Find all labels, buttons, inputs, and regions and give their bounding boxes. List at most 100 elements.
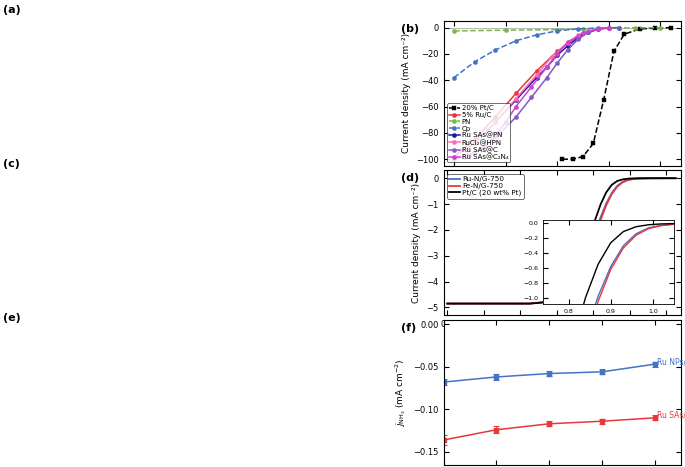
Y-axis label: Current density (mA cm⁻²): Current density (mA cm⁻²) bbox=[401, 33, 410, 154]
Ru-N/G-750 bbox=[516, 301, 525, 306]
Ru SAs@PN bbox=[564, 43, 572, 49]
Ru-N/G-750 bbox=[653, 176, 662, 181]
Fe-N/G-750 bbox=[586, 248, 594, 254]
Ru SAs@C bbox=[512, 114, 520, 120]
Ru SAs@PN bbox=[512, 97, 520, 103]
Fe-N/G-750 bbox=[608, 191, 616, 197]
Fe-N/G-750 bbox=[544, 299, 552, 304]
20% Pt/C bbox=[610, 49, 618, 54]
PN bbox=[579, 26, 587, 32]
Ru-N/G-750 bbox=[575, 271, 583, 276]
Text: (a): (a) bbox=[3, 5, 21, 14]
Ru-N/G-750 bbox=[553, 296, 561, 301]
PN bbox=[553, 27, 561, 32]
Line: RuCl₂@HPN: RuCl₂@HPN bbox=[452, 26, 611, 159]
20% Pt/C bbox=[651, 25, 660, 31]
Ru SAs@C₂N₄ bbox=[605, 25, 613, 30]
Legend: 20% Pt/C, 5% Ru/C, PN, Cp, Ru SAs@PN, RuCl₂@HPN, Ru SAs@C, Ru SAs@C₂N₄: 20% Pt/C, 5% Ru/C, PN, Cp, Ru SAs@PN, Ru… bbox=[447, 103, 510, 163]
Pt/C (20 wt% Pt) bbox=[544, 299, 552, 304]
RuCl₂@HPN bbox=[584, 28, 593, 34]
Ru-N/G-750 bbox=[613, 183, 621, 189]
Ru SAs@C bbox=[465, 152, 473, 158]
Ru SAs@C bbox=[605, 25, 613, 30]
Pt/C (20 wt% Pt) bbox=[630, 176, 638, 181]
Ru SAs@PN bbox=[605, 25, 613, 30]
Cp bbox=[595, 25, 603, 31]
Ru-N/G-750 bbox=[635, 176, 643, 181]
Ru SAs@C₂N₄ bbox=[527, 84, 536, 90]
Fe-N/G-750 bbox=[534, 300, 543, 305]
Fe-N/G-750 bbox=[662, 176, 671, 181]
Fe-N/G-750 bbox=[516, 301, 525, 306]
PN bbox=[630, 25, 638, 31]
Cp bbox=[450, 75, 458, 80]
Ru SAs@PN bbox=[543, 64, 551, 70]
Pt/C (20 wt% Pt) bbox=[443, 301, 451, 306]
5% Ru/C bbox=[512, 91, 520, 96]
Fe-N/G-750 bbox=[452, 301, 460, 306]
Ru SAs@C₂N₄ bbox=[501, 120, 510, 125]
Cp bbox=[491, 47, 499, 53]
20% Pt/C bbox=[569, 156, 577, 162]
5% Ru/C bbox=[532, 68, 540, 74]
Fe-N/G-750 bbox=[644, 176, 652, 181]
Pt/C (20 wt% Pt) bbox=[635, 176, 643, 181]
Line: 20% Pt/C: 20% Pt/C bbox=[560, 26, 673, 161]
5% Ru/C bbox=[471, 137, 479, 142]
Ru SAs@PN bbox=[491, 120, 499, 125]
Ru-N/G-750 bbox=[608, 191, 616, 196]
Pt/C (20 wt% Pt) bbox=[462, 301, 470, 306]
Cp bbox=[574, 26, 582, 32]
Line: Ru SAs@C₂N₄: Ru SAs@C₂N₄ bbox=[452, 26, 611, 161]
Fe-N/G-750 bbox=[507, 301, 515, 306]
Fe-N/G-750 bbox=[498, 301, 506, 306]
PN bbox=[501, 28, 510, 33]
Pt/C (20 wt% Pt) bbox=[602, 190, 610, 195]
Text: Ru SAs/N-C: Ru SAs/N-C bbox=[658, 411, 685, 420]
Ru SAs@PN bbox=[574, 35, 582, 41]
Fe-N/G-750 bbox=[580, 262, 588, 268]
Pt/C (20 wt% Pt) bbox=[619, 177, 627, 182]
Fe-N/G-750 bbox=[619, 179, 627, 185]
Line: PN: PN bbox=[452, 26, 662, 33]
Ru SAs@C bbox=[553, 60, 561, 66]
Ru SAs@C₂N₄ bbox=[471, 150, 479, 156]
Pt/C (20 wt% Pt) bbox=[644, 176, 652, 181]
20% Pt/C bbox=[589, 141, 597, 146]
Ru-N/G-750 bbox=[662, 176, 671, 181]
Ru-N/G-750 bbox=[644, 176, 652, 181]
5% Ru/C bbox=[553, 49, 561, 54]
Text: (b): (b) bbox=[401, 24, 419, 34]
RuCl₂@HPN bbox=[564, 41, 572, 46]
Pt/C (20 wt% Pt) bbox=[597, 201, 605, 207]
Fe-N/G-750 bbox=[653, 176, 662, 181]
5% Ru/C bbox=[574, 34, 582, 40]
20% Pt/C bbox=[667, 25, 675, 30]
Ru SAs@C₂N₄ bbox=[512, 104, 520, 109]
Pt/C (20 wt% Pt) bbox=[671, 176, 680, 181]
Ru-N/G-750 bbox=[443, 301, 451, 306]
Pt/C (20 wt% Pt) bbox=[498, 301, 506, 306]
RuCl₂@HPN bbox=[450, 154, 458, 159]
Ru-N/G-750 bbox=[671, 176, 680, 181]
Ru SAs@C₂N₄ bbox=[553, 51, 561, 57]
Ru SAs@C bbox=[564, 47, 572, 53]
Ru SAs@PN bbox=[595, 26, 603, 32]
Fe-N/G-750 bbox=[602, 203, 610, 208]
Line: Cp: Cp bbox=[452, 26, 621, 80]
Line: Ru-N/G-750: Ru-N/G-750 bbox=[447, 178, 675, 304]
Ru-N/G-750 bbox=[602, 201, 610, 206]
Pt/C (20 wt% Pt) bbox=[586, 235, 594, 241]
Ru-N/G-750 bbox=[624, 177, 632, 183]
Ru SAs@C₂N₄ bbox=[450, 156, 458, 162]
20% Pt/C bbox=[599, 97, 608, 103]
Ru-N/G-750 bbox=[525, 301, 534, 306]
5% Ru/C bbox=[491, 114, 499, 120]
RuCl₂@HPN bbox=[595, 26, 603, 31]
Cp bbox=[471, 59, 479, 64]
Ru SAs@C bbox=[595, 26, 603, 32]
Pt/C (20 wt% Pt) bbox=[608, 182, 616, 188]
RuCl₂@HPN bbox=[605, 25, 613, 30]
Ru SAs@PN bbox=[584, 29, 593, 35]
5% Ru/C bbox=[595, 26, 603, 32]
